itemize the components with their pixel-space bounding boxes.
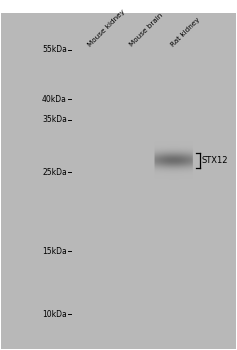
Bar: [155, 50, 193, 342]
Text: STX12: STX12: [202, 156, 228, 165]
Text: Mouse kidney: Mouse kidney: [87, 8, 126, 48]
Text: 15kDa: 15kDa: [42, 247, 67, 256]
Text: Mouse brain: Mouse brain: [128, 12, 164, 48]
Text: 10kDa: 10kDa: [42, 309, 67, 318]
Text: 40kDa: 40kDa: [42, 95, 67, 104]
Bar: [113, 50, 152, 342]
Bar: [72, 50, 110, 342]
Text: 25kDa: 25kDa: [42, 168, 67, 177]
Text: 55kDa: 55kDa: [42, 46, 67, 55]
Text: 35kDa: 35kDa: [42, 116, 67, 125]
Text: Rat kidney: Rat kidney: [170, 16, 201, 48]
